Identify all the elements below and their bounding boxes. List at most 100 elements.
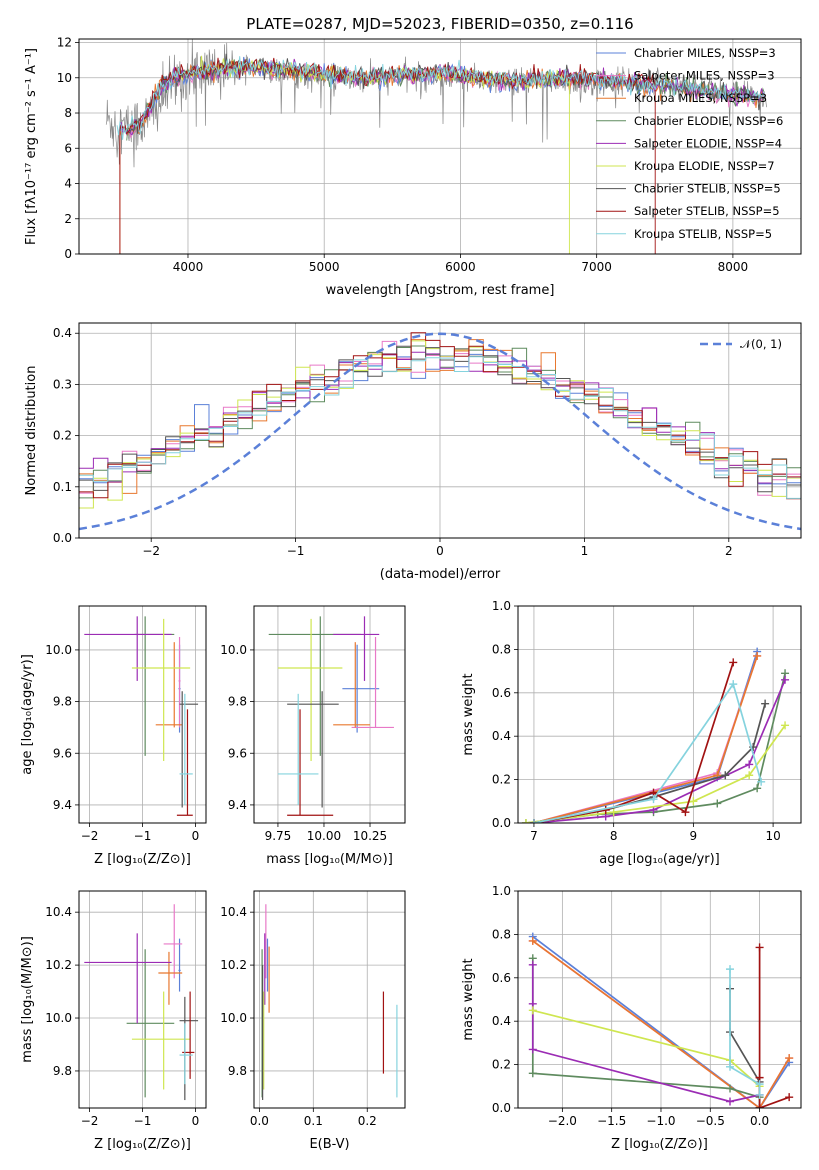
x-tick-label: −1.5 [597, 1114, 626, 1128]
mass-weight-line [533, 682, 762, 823]
x-tick-label: −1 [287, 544, 305, 558]
y-tick-label: 9.8 [53, 1064, 72, 1078]
y-tick-label: 10.0 [220, 643, 247, 657]
data-point-marker [755, 1090, 764, 1099]
data-point-marker [726, 1084, 735, 1093]
x-axis-label: Z [log₁₀(Z/Z⊙)] [94, 852, 191, 867]
y-tick-label: 9.8 [228, 1064, 247, 1078]
x-tick-label: 5000 [309, 260, 340, 274]
data-point-marker [729, 680, 738, 689]
y-tick-label: 0.6 [492, 971, 511, 985]
legend-label: Kroupa ELODIE, NSSP=7 [634, 159, 775, 173]
observed-spectrum-line [105, 39, 768, 168]
data-point-marker [528, 1006, 537, 1015]
data-point-marker [755, 943, 764, 952]
y-tick-label: 10.4 [220, 905, 247, 919]
y-tick-label: 0.2 [492, 773, 511, 787]
y-tick-label: 0.2 [53, 429, 72, 443]
axes-frame [78, 322, 802, 539]
residual-histogram-line [79, 332, 801, 500]
axes-frame [517, 605, 802, 824]
panel-mass-vs-ebv: 0.0 0.1 0.2 9.8 10.0 10.2 10.4 E(B-V) [220, 890, 406, 1152]
y-tick-label: 9.4 [228, 798, 247, 812]
y-axis-label: mass [log₁₀(M/M⊙)] [20, 936, 35, 1063]
residual-histogram-line [79, 348, 801, 484]
x-axis-label: Z [log₁₀(Z/Z⊙)] [94, 1137, 191, 1152]
data-point-marker [529, 819, 538, 823]
y-axis-label: age [log₁₀(age/yr)] [20, 654, 35, 775]
y-tick-label: 2 [64, 212, 72, 226]
x-tick-label: −2 [81, 829, 99, 843]
data-point-marker [729, 658, 738, 667]
axes-frame [253, 890, 406, 1109]
legend-label: Chabrier ELODIE, NSSP=6 [634, 114, 783, 128]
chart-title: PLATE=0287, MJD=52023, FIBERID=0350, z=0… [246, 15, 633, 33]
y-tick-label: 0.0 [492, 1101, 511, 1115]
legend: Chabrier MILES, NSSP=3 Salpeter MILES, NS… [596, 46, 783, 241]
x-tick-label: 0.1 [304, 1114, 323, 1128]
y-tick-label: 4 [64, 177, 72, 191]
panel-age-vs-z: −2 −1 0 9.4 9.6 9.8 10.0 Z [log₁₀(Z/Z⊙)] age [lo… [20, 605, 207, 867]
axes-frame [253, 605, 406, 824]
plot-area [84, 616, 199, 816]
x-tick-label: −2 [142, 544, 160, 558]
x-tick-label: 8 [610, 829, 618, 843]
y-tick-label: 0.4 [53, 326, 72, 340]
data-point-marker [681, 808, 690, 817]
data-point-marker [753, 651, 762, 660]
x-axis-label: (data-model)/error [380, 567, 501, 582]
y-tick-label: 8 [64, 106, 72, 120]
model-spectrum-line [119, 58, 765, 136]
legend-label: Kroupa MILES, NSSP=3 [634, 91, 767, 105]
x-tick-label: 10 [765, 829, 780, 843]
y-tick-label: 1.0 [492, 884, 511, 898]
residual-histogram-line [79, 356, 801, 499]
y-tick-label: 0.1 [53, 480, 72, 494]
x-axis-label: Z [log₁₀(Z/Z⊙)] [611, 1137, 708, 1152]
legend: 𝒩(0, 1) [700, 337, 782, 351]
data-point-marker [726, 1062, 735, 1071]
y-tick-label: 10.0 [45, 1011, 72, 1025]
x-tick-label: −2.0 [548, 1114, 577, 1128]
x-tick-label: 7000 [581, 260, 612, 274]
x-tick-label: 4000 [173, 260, 204, 274]
x-tick-label: 10.00 [307, 829, 341, 843]
x-tick-label: 0.2 [358, 1114, 377, 1128]
data-point-marker [721, 771, 730, 780]
x-tick-label: 8000 [718, 260, 749, 274]
model-spectrum-line [119, 57, 656, 254]
legend-label: Salpeter ELODIE, NSSP=4 [634, 136, 782, 150]
y-tick-label: 9.4 [53, 798, 72, 812]
normal-distribution-curve [79, 332, 801, 531]
y-tick-label: 10.0 [45, 643, 72, 657]
y-tick-label: 0.2 [492, 1058, 511, 1072]
data-point-marker [726, 965, 735, 974]
data-point-marker [713, 799, 722, 808]
y-tick-label: 0.4 [492, 729, 511, 743]
panel-weight-vs-age: 7 8 9 10 0.0 0.2 0.4 0.6 0.8 1.0 age [log₁₀(age/yr… [461, 599, 802, 867]
y-tick-label: 0.8 [492, 642, 511, 656]
y-tick-label: 0.8 [492, 927, 511, 941]
data-point-marker [609, 808, 618, 817]
x-tick-label: 2 [725, 544, 733, 558]
plot-area [528, 932, 794, 1108]
x-tick-label: −1 [134, 829, 152, 843]
plot-area [79, 332, 801, 531]
x-tick-label: −0.5 [696, 1114, 725, 1128]
x-tick-label: −2 [81, 1114, 99, 1128]
x-axis-label: E(B-V) [309, 1137, 349, 1152]
axes-frame [78, 38, 802, 255]
data-point-marker [521, 819, 530, 823]
data-point-marker [726, 1097, 735, 1106]
x-tick-label: 1 [581, 544, 589, 558]
x-tick-label: −1 [134, 1114, 152, 1128]
data-point-marker [785, 1093, 794, 1102]
data-point-marker [745, 760, 754, 769]
y-tick-label: 0.6 [492, 686, 511, 700]
plot-area [268, 616, 394, 816]
y-tick-label: 6 [64, 141, 72, 155]
x-tick-label: 10.25 [353, 829, 387, 843]
y-axis-label: Flux [fλ10⁻¹⁷ erg cm⁻² s⁻¹ A⁻¹] [24, 48, 39, 245]
data-point-marker [755, 1104, 764, 1108]
